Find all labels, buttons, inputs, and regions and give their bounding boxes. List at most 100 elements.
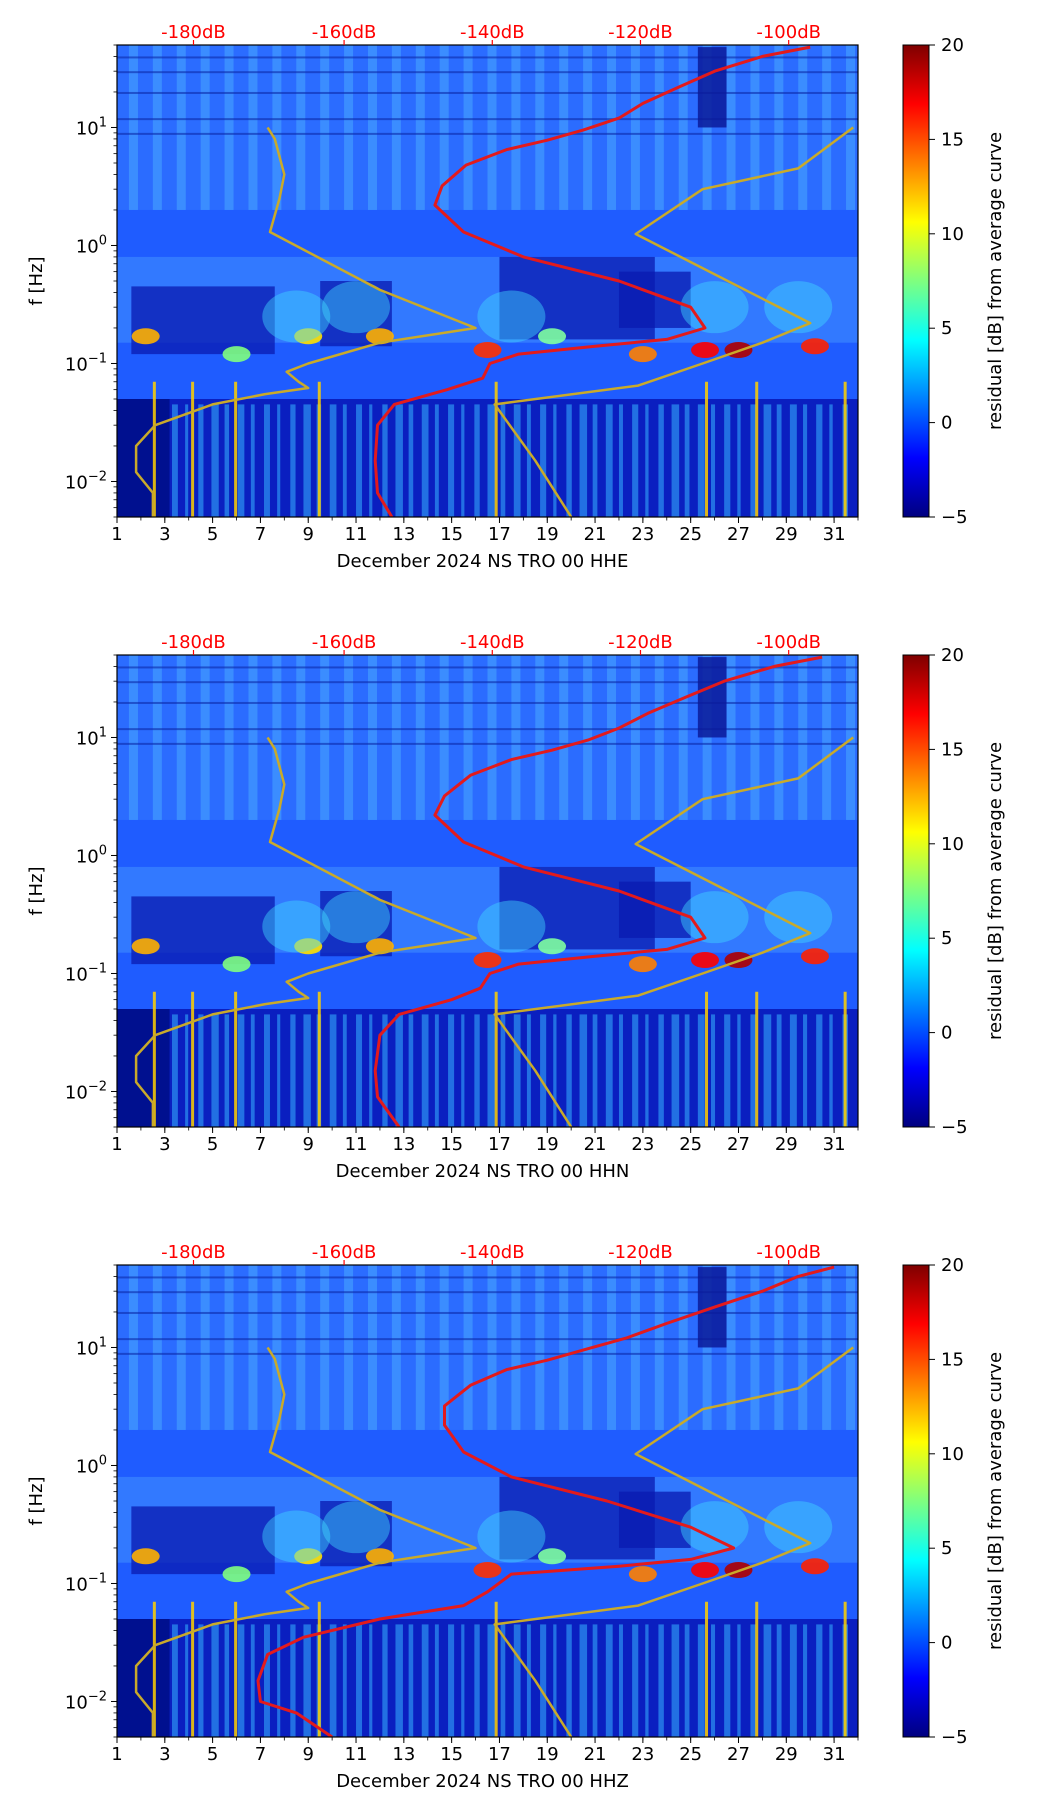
series-line-noise-model-2: [493, 126, 854, 517]
x-tick-label: 17: [488, 1134, 511, 1155]
top-db-label: -180dB: [161, 1242, 226, 1263]
top-db-label: -180dB: [161, 22, 226, 43]
y-tick-label: 10−1: [65, 1571, 107, 1595]
x-tick-label: 31: [823, 524, 846, 545]
x-axis-label: December 2024 NS TRO 00 HHZ: [336, 1771, 629, 1792]
top-db-label: -180dB: [161, 632, 226, 653]
x-tick-label: 17: [488, 1744, 511, 1765]
colorbar: [902, 44, 930, 518]
top-db-label: -100dB: [756, 22, 821, 43]
colorbar: [902, 1264, 930, 1738]
x-tick-label: 3: [159, 1134, 170, 1155]
top-db-label: -140dB: [460, 22, 525, 43]
y-axis-label: f [Hz]: [26, 866, 47, 915]
series-line-average-psd: [373, 45, 811, 517]
y-tick-label: 101: [76, 725, 107, 749]
top-db-label: -160dB: [312, 632, 377, 653]
x-tick-label: 29: [775, 524, 798, 545]
top-db-label: -140dB: [460, 1242, 525, 1263]
x-tick-label: 5: [207, 1744, 218, 1765]
y-tick-label: 100: [76, 1453, 107, 1477]
x-tick-label: 3: [159, 1744, 170, 1765]
x-tick-label: 13: [392, 1744, 415, 1765]
x-tick-label: 15: [440, 524, 463, 545]
top-db-label: -160dB: [312, 1242, 377, 1263]
colorbar: [902, 654, 930, 1128]
y-tick-label: 10−1: [65, 351, 107, 375]
x-tick-label: 21: [584, 524, 607, 545]
colorbar-tick-label: 20: [941, 35, 964, 56]
x-tick-label: 13: [392, 524, 415, 545]
x-tick-label: 9: [302, 524, 313, 545]
colorbar-tick-label: −5: [941, 1727, 968, 1748]
x-tick-label: 21: [584, 1134, 607, 1155]
colorbar-tick-label: 10: [941, 224, 964, 245]
top-db-label: -160dB: [312, 22, 377, 43]
x-tick-label: 29: [775, 1744, 798, 1765]
colorbar-tick-label: −5: [941, 1117, 968, 1138]
colorbar-label: residual [dB] from average curve: [985, 742, 1006, 1040]
colorbar-tick-label: −5: [941, 507, 968, 528]
top-db-label: -120dB: [608, 632, 673, 653]
y-tick-label: 100: [76, 843, 107, 867]
x-tick-label: 29: [775, 1134, 798, 1155]
y-tick-label: 10−2: [65, 1689, 107, 1713]
colorbar-tick-label: 5: [941, 1538, 952, 1559]
x-tick-label: 9: [302, 1134, 313, 1155]
heatmap: [117, 655, 858, 1127]
x-tick-label: 25: [679, 1744, 702, 1765]
x-tick-label: 1: [111, 1744, 122, 1765]
series-line-average-psd: [256, 1265, 835, 1737]
x-tick-label: 21: [584, 1744, 607, 1765]
colorbar-label: residual [dB] from average curve: [985, 1352, 1006, 1650]
colorbar-tick-label: 5: [941, 928, 952, 949]
series-line-average-psd: [373, 655, 823, 1127]
x-tick-label: 19: [536, 1744, 559, 1765]
x-tick-label: 11: [345, 1744, 368, 1765]
series-line-noise-model-1: [134, 126, 477, 517]
x-tick-label: 23: [631, 1134, 654, 1155]
y-axis-label: f [Hz]: [26, 256, 47, 305]
x-tick-label: 1: [111, 1134, 122, 1155]
y-tick-label: 100: [76, 233, 107, 257]
series-line-noise-model-1: [134, 1346, 477, 1737]
top-db-label: -140dB: [460, 632, 525, 653]
series-line-noise-model-1: [134, 736, 477, 1127]
colorbar-tick-label: 15: [941, 1349, 964, 1370]
colorbar-tick-label: 0: [941, 1633, 952, 1654]
colorbar-tick-label: 10: [941, 1444, 964, 1465]
x-tick-label: 27: [727, 524, 750, 545]
x-tick-label: 25: [679, 524, 702, 545]
y-tick-label: 10−1: [65, 961, 107, 985]
series-line-noise-model-2: [493, 736, 854, 1127]
x-tick-label: 7: [255, 524, 266, 545]
x-tick-label: 27: [727, 1744, 750, 1765]
top-db-label: -100dB: [756, 632, 821, 653]
x-tick-label: 1: [111, 524, 122, 545]
x-tick-label: 13: [392, 1134, 415, 1155]
x-tick-label: 31: [823, 1134, 846, 1155]
heatmap: [117, 1265, 858, 1737]
x-tick-label: 5: [207, 524, 218, 545]
x-tick-label: 25: [679, 1134, 702, 1155]
top-db-label: -100dB: [756, 1242, 821, 1263]
colorbar-label: residual [dB] from average curve: [985, 132, 1006, 430]
top-db-label: -120dB: [608, 22, 673, 43]
colorbar-tick-label: 5: [941, 318, 952, 339]
y-tick-label: 10−2: [65, 1079, 107, 1103]
x-tick-label: 15: [440, 1744, 463, 1765]
x-tick-label: 23: [631, 1744, 654, 1765]
colorbar-tick-label: 20: [941, 1255, 964, 1276]
y-tick-label: 101: [76, 1335, 107, 1359]
y-axis-label: f [Hz]: [26, 1476, 47, 1525]
colorbar-tick-label: 0: [941, 413, 952, 434]
colorbar-tick-label: 15: [941, 129, 964, 150]
x-tick-label: 17: [488, 524, 511, 545]
top-db-label: -120dB: [608, 1242, 673, 1263]
colorbar-tick-label: 0: [941, 1023, 952, 1044]
